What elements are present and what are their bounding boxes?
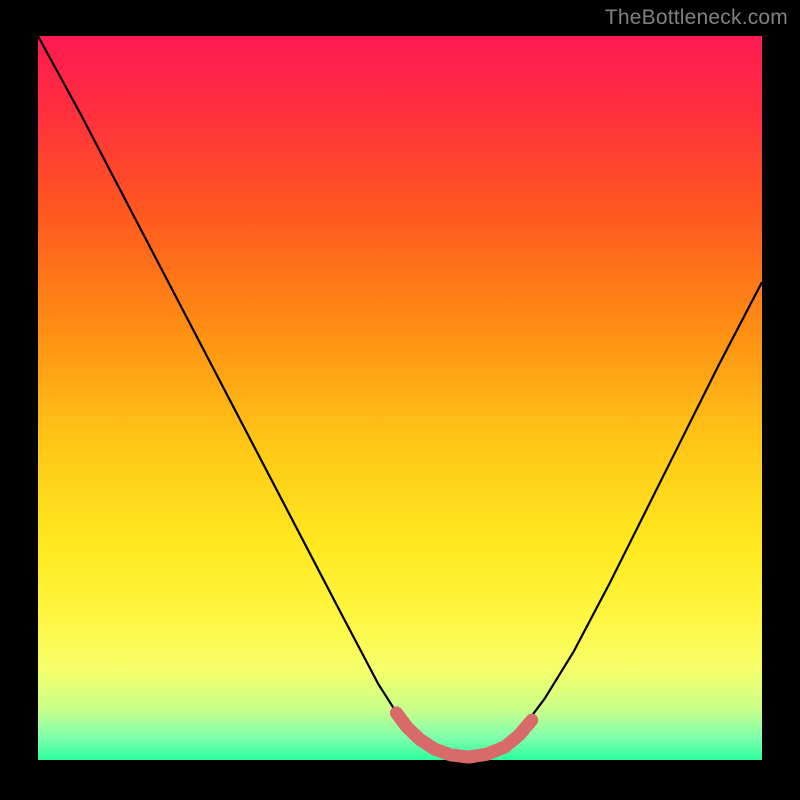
chart-frame: TheBottleneck.com xyxy=(0,0,800,800)
bottleneck-chart xyxy=(0,0,800,800)
gradient-background xyxy=(38,36,762,760)
